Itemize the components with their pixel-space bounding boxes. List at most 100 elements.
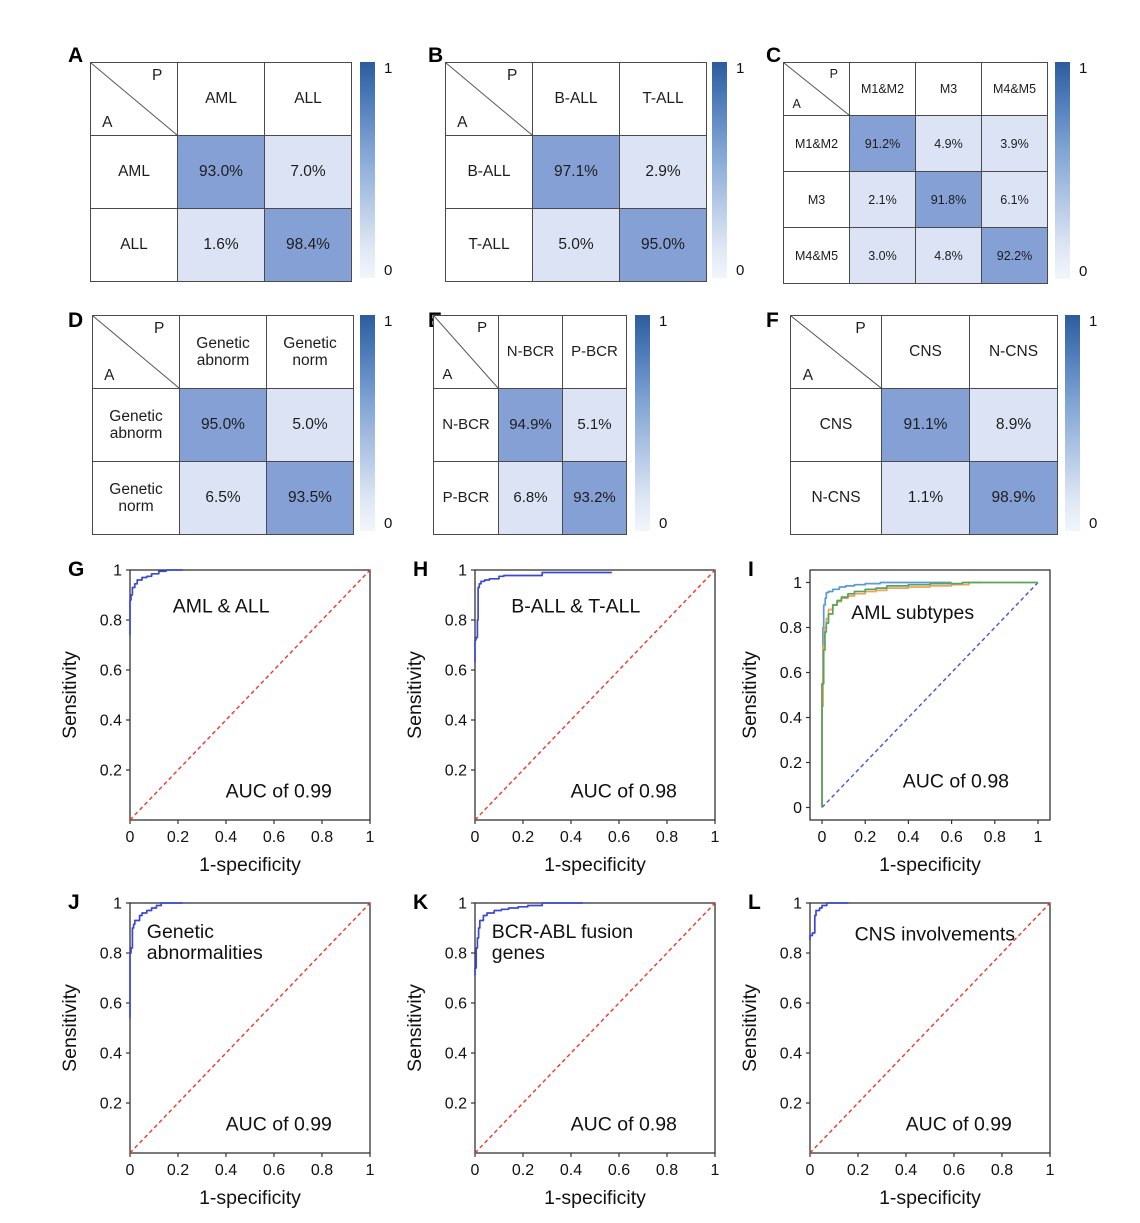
x-tick-label: 1 (1046, 1162, 1055, 1179)
colorbar-max-label: 1 (1089, 313, 1098, 330)
matrix-value-cell: 1.6% (177, 208, 265, 282)
row-header-cell: M1&M2 (783, 115, 850, 172)
panel-F: F P A CNS N-CNS CNS 91.1% 8.9% N-CNS 1.1% 98.9% 1 0 (758, 303, 1138, 565)
y-tick-label: 1 (458, 896, 467, 913)
roc-plot-K: 0 0.2 0.4 0.6 0.8 1 1 0.8 0.6 0.4 0.2 1-specificity… (405, 896, 720, 1210)
y-tick-label: 0.8 (780, 620, 802, 637)
confusion-matrix-D: P A Genetic abnorm Genetic norm Genetic abno… (92, 315, 354, 535)
x-tick-label: 0.2 (167, 829, 189, 846)
matrix-row: P-BCR 6.8% 93.2% (433, 461, 627, 535)
x-tick-label: 0.6 (263, 829, 285, 846)
y-tick-label: 1 (458, 563, 467, 580)
diagonal-divider-line (434, 316, 498, 388)
colorbar (635, 315, 650, 531)
actual-axis-label: A (102, 113, 113, 131)
column-header-cell: CNS (881, 315, 970, 389)
matrix-row: ALL 1.6% 98.4% (90, 208, 352, 282)
y-axis-title: Sensitivity (60, 984, 81, 1072)
roc-plot-L: 0 0.2 0.4 0.6 0.8 1 1 0.8 0.6 0.4 0.2 1-specificity… (740, 896, 1055, 1210)
matrix-value-cell: 94.9% (498, 388, 563, 462)
y-tick-label: 0.2 (100, 763, 122, 780)
x-axis-title: 1-specificity (544, 854, 646, 876)
plot-box (129, 902, 371, 1154)
row-header-cell: N-CNS (790, 461, 882, 535)
matrix-row: T-ALL 5.0% 95.0% (445, 208, 707, 282)
y-tick-label: 0 (793, 800, 802, 817)
panel-L: L 0 0.2 0.4 0.6 0.8 1 1 0.8 0.6 0.4 0.2 1-specificit… (740, 885, 1090, 1218)
roc-plot-I: 0 0.2 0.4 0.6 0.8 1 1 0.8 0.6 0.4 0.2 0 1-specificit… (740, 569, 1051, 876)
roc-curve-roc-curve (129, 569, 183, 635)
panel-letter: H (413, 558, 429, 581)
y-tick-label: 1 (113, 563, 122, 580)
colorbar (1055, 62, 1070, 279)
y-tick-label: 1 (793, 896, 802, 913)
plot-annotation: AML subtypes (851, 602, 974, 624)
panel-letter: K (413, 891, 429, 914)
actual-axis-label: A (802, 366, 814, 384)
y-tick-label: 1 (793, 575, 802, 592)
y-tick-label: 0.8 (445, 946, 467, 963)
column-header-cell: AML (177, 62, 265, 136)
colorbar-max-label: 1 (1079, 60, 1088, 77)
plot-annotation: B-ALL & T-ALL (511, 595, 640, 617)
matrix-value-cell: 98.4% (264, 208, 352, 282)
column-header-cell: M1&M2 (849, 62, 916, 116)
column-header-cell: Genetic norm (266, 315, 354, 389)
actual-axis-label: A (104, 366, 115, 384)
x-tick-label: 0 (806, 1162, 815, 1179)
matrix-row: N-BCR 94.9% 5.1% (433, 388, 627, 462)
x-tick-label: 1 (366, 829, 375, 846)
diagonal-divider-line (784, 63, 849, 115)
panel-letter: J (68, 891, 80, 914)
y-tick-label: 0.6 (780, 996, 802, 1013)
matrix-value-cell: 91.1% (881, 388, 970, 462)
panel-letter: F (766, 309, 779, 332)
plot-box (474, 902, 716, 1154)
x-tick-label: 0.8 (984, 829, 1006, 846)
y-tick-label: 0.6 (445, 663, 467, 680)
x-tick-label: 0.6 (263, 1162, 285, 1179)
x-tick-label: 0 (818, 829, 827, 846)
y-tick-label: 0.2 (100, 1096, 122, 1113)
y-tick-label: 0.2 (445, 763, 467, 780)
colorbar-max-label: 1 (384, 60, 393, 77)
matrix-row: B-ALL 97.1% 2.9% (445, 135, 707, 209)
x-tick-label: 0.6 (943, 1162, 965, 1179)
auc-label: AUC of 0.99 (906, 1113, 1012, 1135)
predicted-axis-label: P (855, 320, 866, 337)
matrix-value-cell: 5.0% (532, 208, 620, 282)
y-tick-label: 0.4 (780, 1046, 802, 1063)
x-tick-label: 0 (471, 829, 480, 846)
matrix-row: M3 2.1% 91.8% 6.1% (783, 171, 1048, 228)
row-header-cell: M3 (783, 171, 850, 228)
matrix-value-cell: 1.1% (881, 461, 970, 535)
x-tick-label: 0.6 (940, 829, 962, 846)
matrix-value-cell: 93.2% (562, 461, 627, 535)
panel-letter: C (766, 44, 782, 67)
colorbar-max-label: 1 (659, 313, 668, 330)
colorbar-min-label: 0 (736, 262, 745, 279)
x-tick-label: 1 (366, 1162, 375, 1179)
matrix-value-cell: 91.2% (849, 115, 916, 172)
matrix-value-cell: 2.1% (849, 171, 916, 228)
confusion-matrix-C: P A M1&M2 M3 M4&M5 M1&M2 91.2% 4.9% 3.9% M3 2.1% 91… (783, 62, 1048, 284)
row-header-cell: P-BCR (433, 461, 499, 535)
matrix-row: AML 93.0% 7.0% (90, 135, 352, 209)
y-tick-label: 0.4 (780, 710, 802, 727)
x-axis-title: 1-specificity (879, 1187, 981, 1209)
row-header-cell: AML (90, 135, 178, 209)
x-tick-label: 0.4 (215, 1162, 237, 1179)
auc-label: AUC of 0.99 (226, 780, 332, 802)
colorbar-min-label: 0 (1079, 263, 1088, 280)
auc-label: AUC of 0.98 (571, 780, 677, 802)
plot-annotation: AML & ALL (173, 595, 270, 617)
roc-plot-J: 0 0.2 0.4 0.6 0.8 1 1 0.8 0.6 0.4 0.2 1-specificity… (60, 896, 375, 1210)
y-tick-label: 0.8 (100, 613, 122, 630)
x-tick-label: 0 (471, 1162, 480, 1179)
x-tick-label: 0.4 (895, 1162, 917, 1179)
confusion-matrix-F: P A CNS N-CNS CNS 91.1% 8.9% N-CNS 1.1% 98.9% (790, 315, 1058, 535)
y-tick-label: 0.6 (100, 996, 122, 1013)
